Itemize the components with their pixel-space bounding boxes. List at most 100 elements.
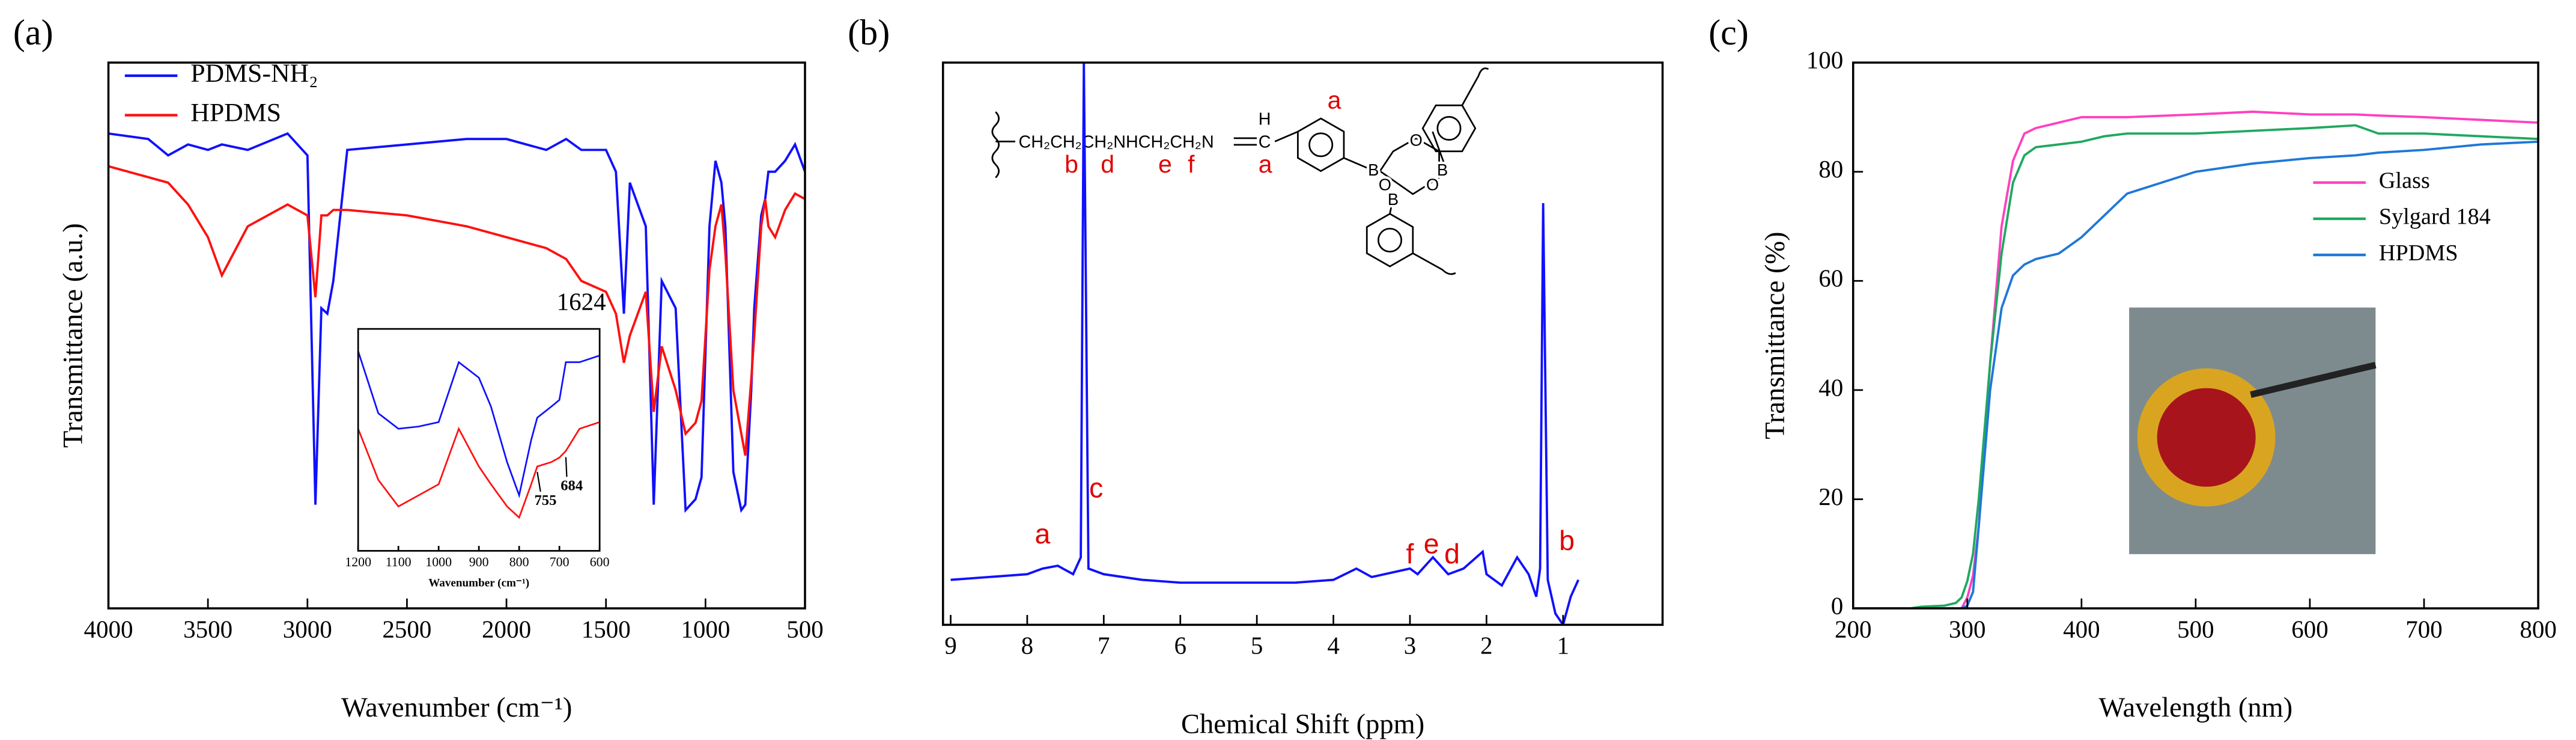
x-tick-label: 300 <box>1949 615 1986 643</box>
bond <box>1343 157 1367 169</box>
oxygen: O <box>1426 175 1439 194</box>
wavy-bond <box>991 111 1000 179</box>
y-axis-label: Transmittance (a.u.) <box>58 223 88 448</box>
x-tick-label: 800 <box>2520 615 2557 643</box>
annotation: d <box>1444 538 1460 569</box>
medal-center <box>2157 388 2256 487</box>
annotation: 684 <box>560 477 583 494</box>
x-axis-label: Wavenumber (cm⁻¹) <box>428 576 529 589</box>
structure-label: d <box>1101 150 1114 178</box>
x-tick-label: 900 <box>469 555 489 569</box>
structure <box>991 67 1489 275</box>
x-tick-label: 4000 <box>84 615 133 643</box>
structure-label: f <box>1188 150 1195 178</box>
boron: B <box>1368 161 1379 179</box>
x-tick-label: 5 <box>1251 632 1263 659</box>
annotation: b <box>1559 525 1575 556</box>
annotation: 1624 <box>557 288 606 316</box>
plot-frame <box>941 61 1664 626</box>
x-tick-label: 1200 <box>345 555 371 569</box>
x-tick-label: 500 <box>2177 615 2214 643</box>
oxygen: O <box>1379 175 1391 194</box>
legend-label: Sylgard 184 <box>2379 204 2491 230</box>
oxygen: O <box>1410 131 1423 150</box>
y-tick-label: 60 <box>1818 265 1843 292</box>
y-tick-label: 20 <box>1818 483 1843 510</box>
y-tick-label: 100 <box>1806 46 1844 74</box>
x-tick-label: 800 <box>509 555 529 569</box>
panel-label: (c) <box>1709 13 1749 53</box>
x-tick-label: 1 <box>1557 632 1570 659</box>
x-tick-label: 1000 <box>425 555 452 569</box>
structure-label: e <box>1158 150 1172 178</box>
bond <box>1274 130 1298 142</box>
x-tick-label: 3000 <box>283 615 332 643</box>
x-tick-label: 400 <box>2063 615 2100 643</box>
wavy-bond <box>1461 67 1489 106</box>
x-tick-label: 9 <box>944 632 957 659</box>
data-line <box>358 421 600 519</box>
legend-label: Glass <box>2379 168 2430 194</box>
x-axis-label: Wavenumber (cm⁻¹) <box>341 693 572 723</box>
legend-label: HPDMS <box>190 99 281 127</box>
benzene-ring <box>1308 132 1334 157</box>
benzene <box>1365 213 1414 268</box>
data-line <box>358 350 600 498</box>
x-tick-label: 6 <box>1174 632 1186 659</box>
x-tick-label: 3500 <box>183 615 232 643</box>
data-line <box>950 63 1580 625</box>
x-tick-label: 4 <box>1327 632 1340 659</box>
x-tick-label: 700 <box>550 555 570 569</box>
x-tick-label: 2500 <box>382 615 431 643</box>
structure-label: a <box>1328 87 1341 114</box>
annotation-arrow <box>536 471 541 492</box>
annotation-arrow <box>565 457 568 477</box>
benzene-ring <box>1436 115 1462 141</box>
imine-h: H <box>1259 109 1271 129</box>
boron: B <box>1388 190 1399 209</box>
benzene-ring <box>1378 227 1403 252</box>
structure-label: a <box>1259 150 1272 178</box>
x-tick-label: 2000 <box>482 615 531 643</box>
x-tick-label: 600 <box>590 555 610 569</box>
data-line <box>1853 110 2539 609</box>
plot-frame <box>107 61 806 610</box>
y-tick-label: 80 <box>1818 155 1843 183</box>
tweezers <box>2250 361 2377 398</box>
bond <box>1389 197 1394 214</box>
chain: CH₂CH₂CH₂NHCH₂CH₂N <box>1019 133 1214 152</box>
x-tick-label: 700 <box>2405 615 2443 643</box>
legend-label: HPDMS <box>2379 240 2458 266</box>
x-tick-label: 200 <box>1835 615 1872 643</box>
annotation: c <box>1089 472 1103 503</box>
y-axis-label: Transmittance (%) <box>1760 231 1791 439</box>
x-axis-label: Chemical Shift (ppm) <box>1181 709 1424 740</box>
benzene <box>1297 117 1345 173</box>
data-line <box>1853 124 2539 609</box>
x-tick-label: 1000 <box>681 615 730 643</box>
x-tick-label: 1500 <box>582 615 631 643</box>
bond <box>1432 131 1447 168</box>
boron: B <box>1437 161 1448 179</box>
wavy-bond <box>1412 252 1456 275</box>
imine-c: C <box>1259 133 1271 152</box>
legend-label: PDMS-NH₂ <box>190 59 318 88</box>
photo <box>2129 307 2377 554</box>
data-line <box>108 165 805 456</box>
x-tick-label: 8 <box>1021 632 1034 659</box>
annotation: f <box>1406 538 1414 569</box>
x-tick-label: 500 <box>786 615 824 643</box>
panel-label: (a) <box>13 13 53 53</box>
x-tick-label: 2 <box>1480 632 1493 659</box>
inset-background <box>358 329 600 551</box>
x-tick-label: 7 <box>1098 632 1110 659</box>
annotation: 755 <box>534 492 556 509</box>
benzene <box>1421 104 1477 153</box>
x-tick-label: 3 <box>1404 632 1417 659</box>
y-tick-label: 40 <box>1818 373 1843 401</box>
x-tick-label: 600 <box>2291 615 2328 643</box>
annotation: e <box>1424 528 1439 559</box>
x-axis-label: Wavelength (nm) <box>2099 693 2293 723</box>
structure-label: b <box>1065 150 1078 178</box>
